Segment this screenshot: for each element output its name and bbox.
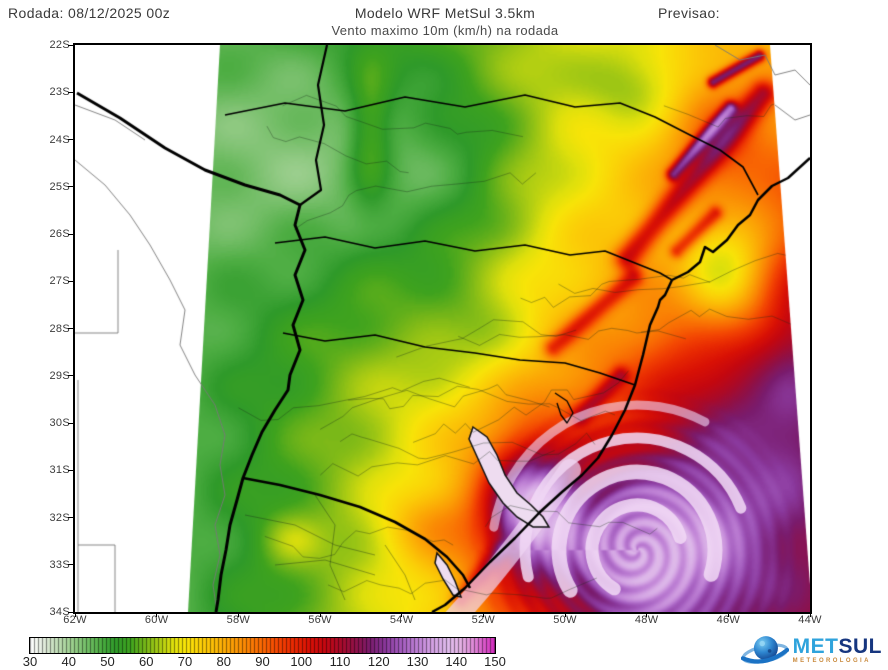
lon-tick-label: 44W	[798, 614, 822, 626]
lat-tick-label: 22S	[49, 39, 70, 51]
lat-tickmark	[68, 233, 74, 235]
colorbar-tick-label: 80	[216, 654, 231, 669]
colorbar-tick-label: 130	[406, 654, 429, 669]
lon-tick-label: 46W	[716, 614, 741, 626]
lat-tick-label: 34S	[49, 606, 70, 618]
lat-tick-label: 28S	[49, 322, 70, 335]
forecast-label: Previsao:	[658, 5, 720, 21]
variable-subtitle: Vento maximo 10m (km/h) na rodada	[331, 23, 559, 38]
colorbar-tick-label: 100	[290, 654, 313, 669]
lat-tick-label: 25S	[49, 180, 70, 193]
lon-tick-label: 62W	[63, 614, 87, 626]
lon-tickmark	[727, 612, 729, 617]
colorbar-tick-label: 60	[139, 654, 154, 669]
planet-ring-icon	[740, 636, 789, 664]
lon-tick-label: 52W	[471, 614, 496, 626]
lat-tick-label: 33S	[49, 558, 70, 571]
colorbar-gradient	[29, 637, 496, 654]
lat-tickmark	[68, 422, 74, 424]
lat-tickmark	[68, 611, 74, 613]
logo-sul: SUL	[838, 635, 882, 658]
lon-tick-label: 48W	[634, 614, 659, 626]
lat-tick-label: 26S	[49, 228, 70, 240]
lat-tickmark	[68, 469, 74, 471]
lat-tickmark	[68, 328, 74, 329]
lon-tick-label: 60W	[144, 614, 169, 626]
colorbar-tick-label: 120	[367, 654, 390, 669]
logo-tagline: METEOROLOGIA	[792, 658, 871, 664]
lat-tickmark	[68, 280, 74, 282]
logo-met: MET	[792, 635, 839, 658]
lon-tickmark	[156, 612, 158, 617]
lat-tickmark	[68, 139, 74, 140]
lat-tick-label: 27S	[49, 275, 70, 288]
lon-tickmark	[74, 612, 76, 617]
lat-tickmark	[68, 564, 74, 566]
metsul-logo: MET SUL METEOROLOGIA	[740, 632, 882, 668]
colorbar-tick-label: 110	[329, 654, 351, 669]
lat-tick-label: 23S	[49, 86, 70, 99]
lat-tick-label: 32S	[49, 511, 70, 524]
lon-tick-label: 56W	[308, 614, 332, 626]
lat-tick-label: 30S	[49, 417, 70, 429]
colorbar-tick-label: 30	[22, 654, 38, 669]
lat-tick-label: 31S	[49, 464, 70, 477]
colorbar-tick-label: 140	[445, 654, 468, 669]
lat-tickmark	[68, 517, 74, 518]
lon-tick-label: 58W	[226, 614, 251, 626]
colorbar-tick-label: 40	[61, 654, 76, 669]
lat-tickmark	[68, 44, 74, 46]
lon-tickmark	[809, 612, 811, 617]
lat-tickmark	[68, 375, 74, 377]
lon-tickmark	[564, 612, 566, 617]
lon-tick-label: 50W	[553, 614, 577, 626]
lat-tick-label: 29S	[49, 369, 70, 382]
colorbar-tick-label: 70	[177, 654, 193, 669]
lon-tick-label: 54W	[389, 614, 414, 626]
colorbar-tick-label: 90	[255, 654, 270, 669]
colorbar-tick-label: 50	[100, 654, 115, 669]
model-run-label: Rodada: 08/12/2025 00z	[8, 5, 171, 21]
model-title: Modelo WRF MetSul 3.5km	[354, 5, 536, 21]
lon-tickmark	[401, 612, 403, 617]
lon-tickmark	[646, 612, 648, 617]
lat-tick-label: 24S	[49, 133, 70, 146]
lat-tickmark	[68, 91, 74, 93]
wind-field-map-canvas	[75, 45, 810, 612]
lon-tickmark	[237, 612, 239, 617]
lon-tickmark	[319, 612, 321, 617]
colorbar-tick-label: 150	[484, 654, 506, 669]
map-frame	[73, 43, 812, 614]
lon-tickmark	[482, 612, 484, 617]
lat-tickmark	[68, 186, 74, 188]
